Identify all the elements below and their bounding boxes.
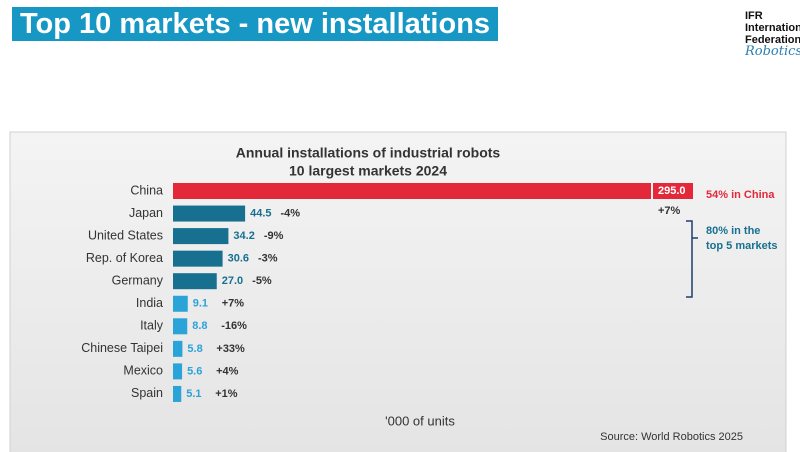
- slide-title: Top 10 markets - new installations: [12, 7, 499, 41]
- annotation: 54% in China: [706, 189, 775, 201]
- growth-label: +1%: [215, 388, 238, 400]
- value-label: 5.1: [186, 388, 201, 400]
- growth-label: -5%: [252, 275, 272, 287]
- bar: [173, 340, 183, 357]
- bar: [173, 318, 188, 335]
- category-label: United States: [88, 228, 163, 242]
- value-label: 30.6: [228, 253, 249, 265]
- annotation: top 5 markets: [706, 240, 778, 252]
- annotation: 80% in the: [706, 225, 760, 237]
- category-label: Japan: [129, 206, 163, 220]
- source: Source: World Robotics 2025: [600, 431, 743, 443]
- value-label: 5.8: [187, 343, 202, 355]
- value-label: 34.2: [233, 230, 254, 242]
- logo-text: International: [745, 22, 800, 34]
- growth-label: +7%: [658, 205, 681, 217]
- growth-label: -4%: [281, 207, 301, 219]
- category-label: Spain: [131, 386, 163, 400]
- growth-label: -3%: [258, 253, 278, 265]
- category-label: Italy: [140, 319, 164, 333]
- bar: [173, 273, 217, 290]
- growth-label: +33%: [216, 343, 245, 355]
- chart-panel: [9, 131, 787, 452]
- category-label: Germany: [112, 273, 164, 287]
- value-label: 295.0: [658, 185, 686, 197]
- bar: [173, 295, 188, 312]
- value-label: 9.1: [193, 298, 208, 310]
- chart-title: Annual installations of industrial robot…: [236, 145, 501, 161]
- value-label: 44.5: [250, 207, 271, 219]
- bar: [173, 363, 183, 380]
- logo-text: Federation: [745, 34, 800, 46]
- bar: [173, 205, 246, 222]
- logo-text: IFR: [745, 10, 763, 22]
- logo-text: Robotics: [745, 44, 800, 58]
- category-label: Rep. of Korea: [86, 251, 163, 265]
- bar: [173, 250, 223, 267]
- label-bg: [653, 183, 693, 199]
- category-label: Mexico: [123, 364, 163, 378]
- growth-label: +4%: [216, 365, 239, 377]
- category-label: Chinese Taipei: [81, 341, 163, 355]
- value-label: 8.8: [192, 320, 207, 332]
- axis-label: '000 of units: [385, 413, 455, 428]
- bar: [173, 183, 651, 199]
- bar: [173, 385, 182, 402]
- bracket: [686, 220, 698, 298]
- category-label: India: [136, 296, 163, 310]
- growth-label: +7%: [222, 298, 245, 310]
- value-label: 27.0: [222, 275, 243, 287]
- growth-label: -9%: [264, 230, 284, 242]
- growth-label: -16%: [221, 320, 247, 332]
- chart-subtitle: 10 largest markets 2024: [289, 163, 447, 179]
- bar: [173, 228, 229, 245]
- category-label: China: [130, 183, 163, 197]
- value-label: 5.6: [187, 365, 202, 377]
- logo: IFR International Federation Robotics: [745, 10, 800, 58]
